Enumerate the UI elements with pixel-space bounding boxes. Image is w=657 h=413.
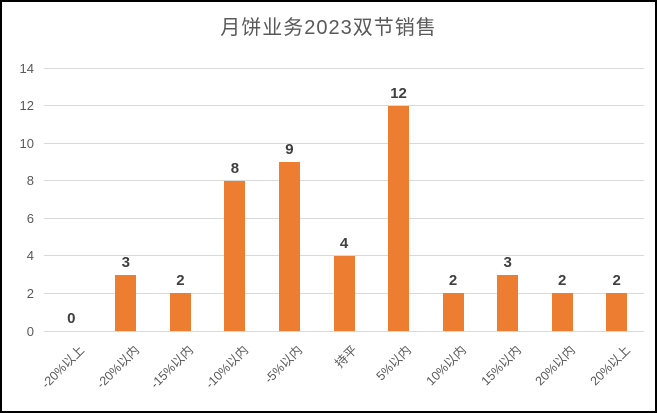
bar-value-label: 0	[67, 310, 76, 327]
y-axis-tick-label: 0	[26, 323, 34, 339]
y-axis-tick-label: 10	[19, 135, 34, 151]
bar-value-label: 3	[121, 253, 130, 271]
x-axis-tick-label: -20%以上	[38, 343, 88, 392]
bar-20%以内	[551, 293, 573, 331]
bar-value-label: 4	[339, 234, 349, 252]
bar-value-label: 3	[503, 253, 512, 271]
y-axis-tick-label: 8	[26, 173, 34, 189]
x-axis-tick-label: 10%以内	[423, 343, 469, 389]
bar-20%以上	[606, 293, 628, 331]
x-axis-tick-label: 5%以内	[374, 343, 415, 384]
bar--10%以内	[224, 180, 246, 331]
bar--15%以内	[169, 293, 191, 331]
x-axis-tick-label: -5%以内	[262, 343, 306, 387]
gridline	[44, 67, 644, 69]
bar-value-label: 12	[390, 84, 407, 102]
bar-5%以内	[388, 105, 410, 331]
y-axis-tick-label: 2	[26, 285, 34, 301]
y-axis-tick-label: 6	[26, 210, 34, 226]
y-axis-tick-label: 4	[26, 248, 34, 264]
bar-15%以内	[497, 274, 519, 331]
bar--5%以内	[278, 161, 300, 331]
bar-value-label: 2	[558, 272, 567, 290]
x-axis-tick-label: 20%以内	[532, 343, 579, 389]
x-axis-tick-label: 持平	[332, 343, 360, 371]
gridline	[44, 180, 644, 182]
bar-10%以内	[442, 293, 464, 331]
gridline	[44, 217, 644, 219]
bar-持平	[333, 255, 355, 331]
chart-title: 月饼业务2023双节销售	[220, 17, 437, 39]
bar-value-label: 8	[230, 159, 240, 177]
bar-value-label: 2	[176, 272, 185, 290]
gridline	[44, 330, 644, 332]
x-axis-tick-label: -20%以内	[93, 343, 142, 392]
x-axis-tick-label: 20%以上	[587, 343, 633, 389]
bar-value-label: 2	[612, 272, 621, 290]
bar--20%以内	[115, 274, 137, 331]
x-axis-tick-label: -15%以内	[148, 343, 197, 392]
bar-value-label: 2	[448, 272, 458, 290]
gridline	[44, 142, 644, 144]
x-axis-tick-label: -10%以内	[202, 343, 251, 392]
y-axis-tick-label: 12	[19, 98, 34, 114]
bar-value-label: 9	[285, 140, 294, 158]
y-axis-tick-label: 14	[19, 60, 34, 76]
gridline	[44, 105, 644, 107]
x-axis-tick-label: 15%以内	[478, 343, 524, 389]
